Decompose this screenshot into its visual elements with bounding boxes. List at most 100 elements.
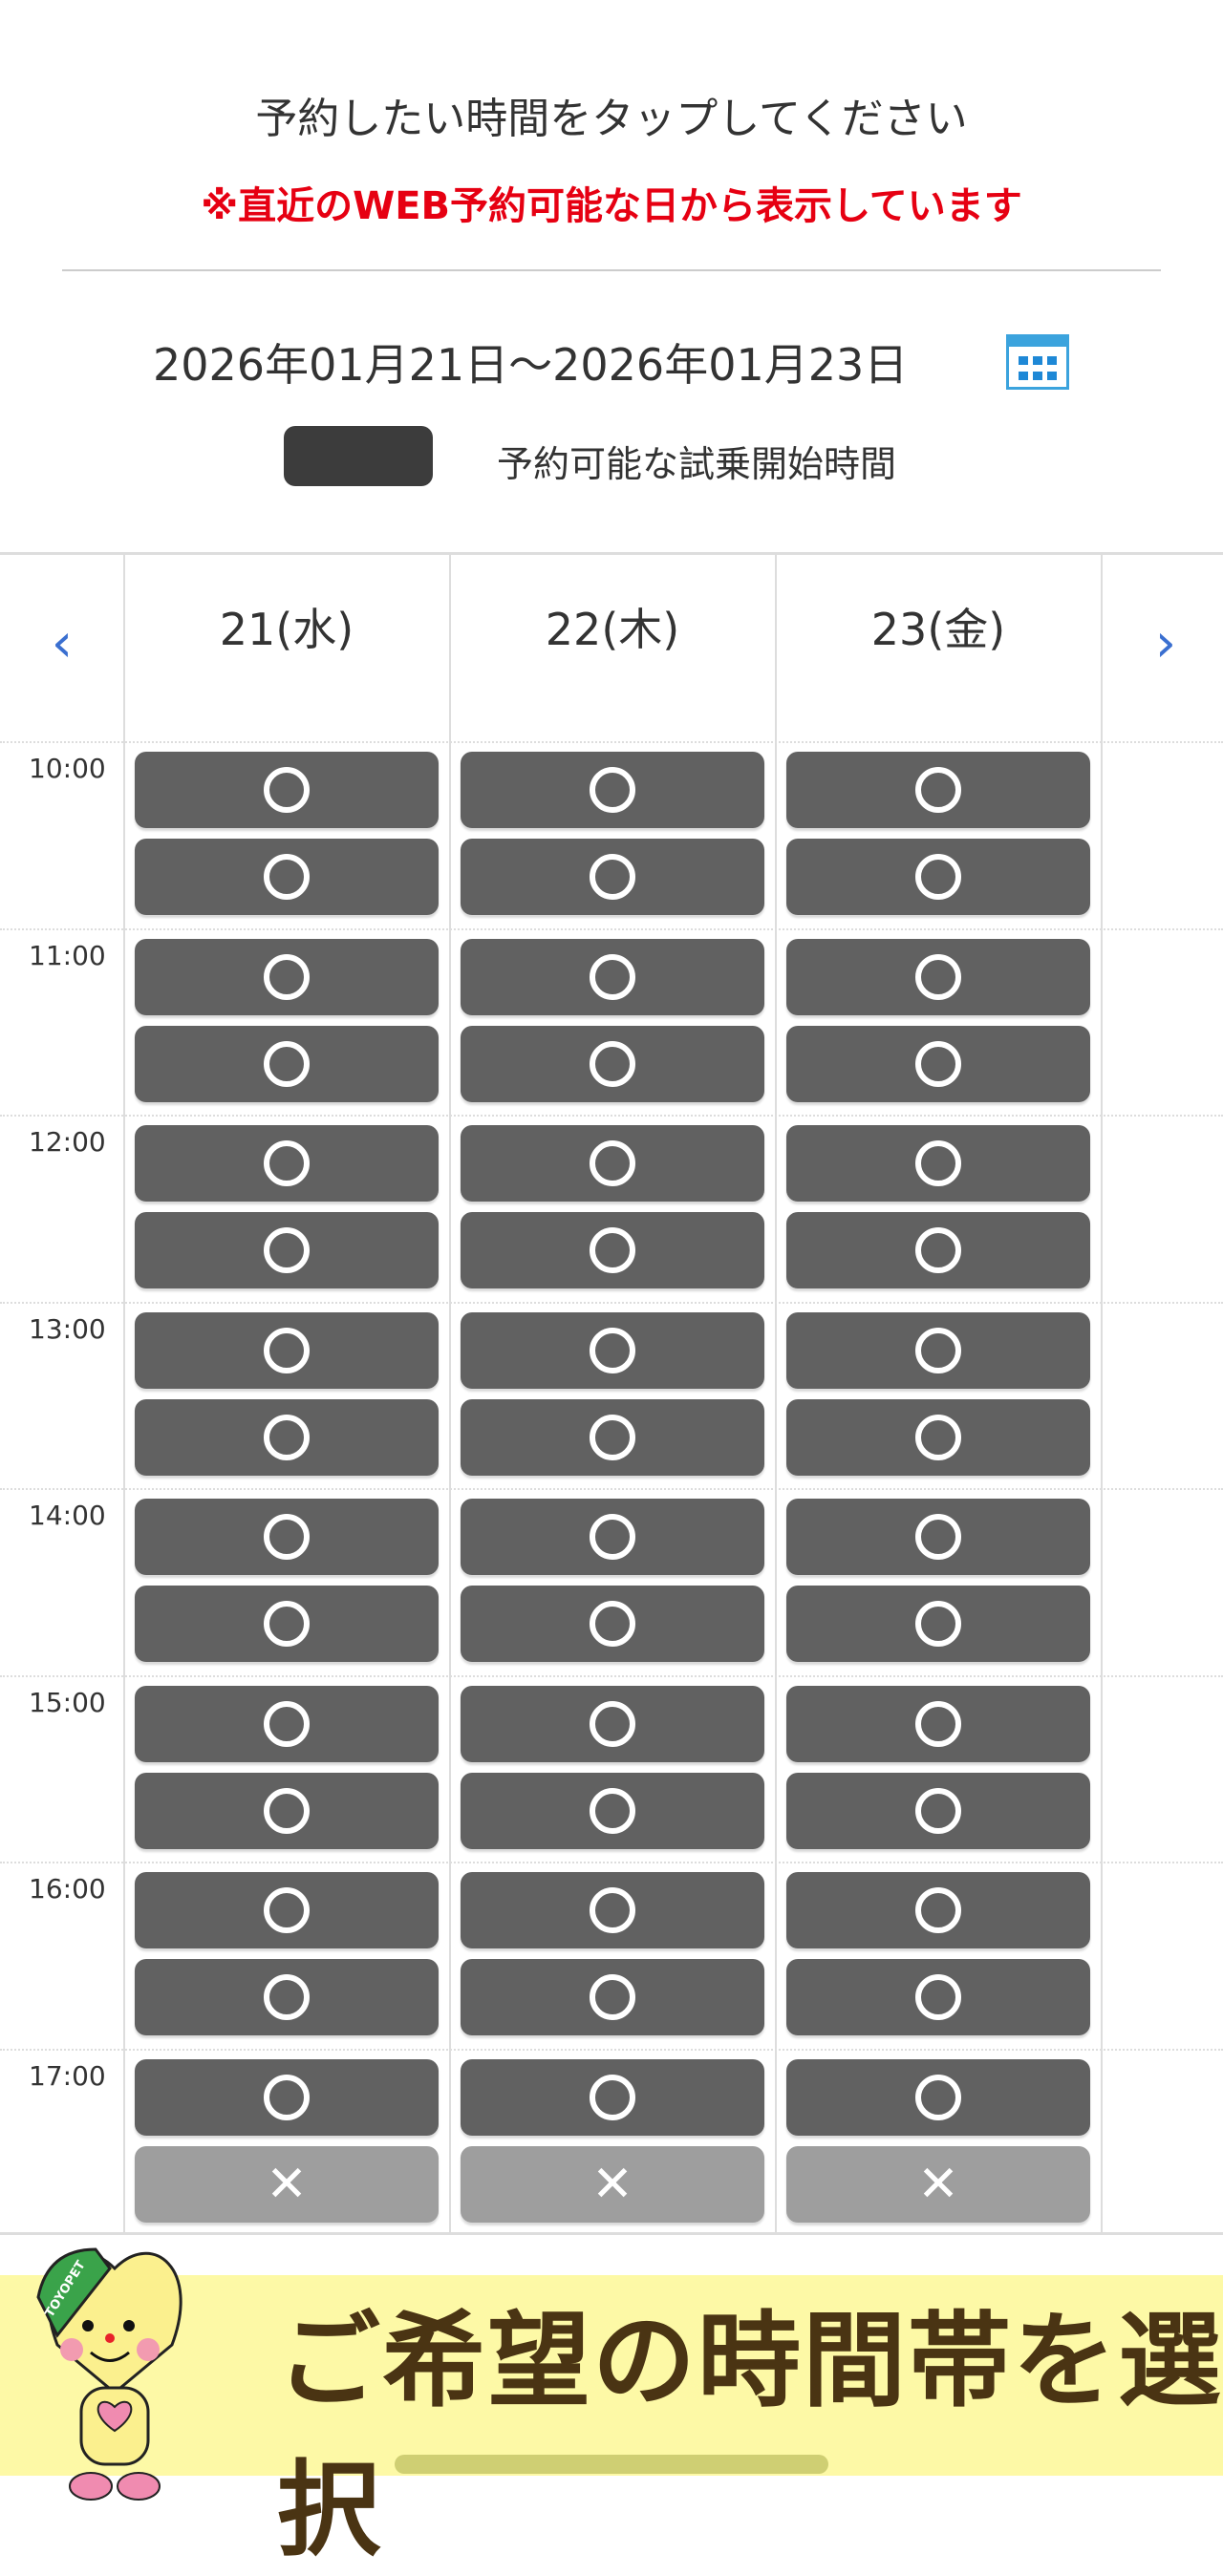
slot-available-button[interactable] <box>135 1311 439 1389</box>
circle-icon <box>590 1227 635 1273</box>
slot-available-button[interactable] <box>786 1212 1090 1288</box>
slot-available-button[interactable] <box>135 1212 439 1288</box>
cross-icon: ✕ <box>917 2155 959 2213</box>
row-divider <box>0 1674 1223 1677</box>
circle-icon <box>264 767 310 813</box>
circle-icon <box>915 1601 961 1647</box>
slot-available-button[interactable] <box>461 1772 764 1849</box>
slot-available-button[interactable] <box>461 2058 764 2136</box>
day-header: 22(木) <box>545 604 680 655</box>
slot-available-button[interactable] <box>461 938 764 1015</box>
slot-available-button[interactable] <box>461 1025 764 1102</box>
circle-icon <box>915 1514 961 1560</box>
circle-icon <box>590 1974 635 2020</box>
circle-icon <box>590 2074 635 2120</box>
slot-available-button[interactable] <box>786 1311 1090 1389</box>
slot-available-button[interactable] <box>786 752 1090 828</box>
home-indicator <box>395 2455 828 2474</box>
time-label: 14:00 <box>29 1500 106 1531</box>
circle-icon <box>915 2074 961 2120</box>
slot-available-button[interactable] <box>786 2058 1090 2136</box>
row-divider <box>0 1301 1223 1304</box>
slot-available-button[interactable] <box>461 1125 764 1202</box>
circle-icon <box>264 1887 310 1933</box>
circle-icon <box>915 1327 961 1373</box>
slot-available-button[interactable] <box>786 1685 1090 1762</box>
slot-available-button[interactable] <box>135 839 439 915</box>
slot-available-button[interactable] <box>135 1772 439 1849</box>
row-divider <box>0 741 1223 743</box>
slot-available-button[interactable] <box>135 1959 439 2035</box>
prev-week-button[interactable]: ‹ <box>51 612 74 674</box>
circle-icon <box>264 1414 310 1460</box>
slot-available-button[interactable] <box>786 1586 1090 1662</box>
slot-available-button[interactable] <box>786 1125 1090 1202</box>
slot-available-button[interactable] <box>461 1959 764 2035</box>
circle-icon <box>915 953 961 1000</box>
circle-icon <box>590 1414 635 1460</box>
slot-available-button[interactable] <box>461 1586 764 1662</box>
calendar-icon[interactable] <box>1006 334 1069 390</box>
divider <box>62 269 1161 271</box>
column-divider <box>1101 555 1103 2232</box>
slot-available-button[interactable] <box>786 1772 1090 1849</box>
slot-available-button[interactable] <box>135 1586 439 1662</box>
row-divider <box>0 2048 1223 2051</box>
circle-icon <box>590 1887 635 1933</box>
slot-available-button[interactable] <box>786 1959 1090 2035</box>
column-divider <box>775 555 777 2232</box>
circle-icon <box>590 953 635 1000</box>
row-divider <box>0 1862 1223 1863</box>
slot-available-button[interactable] <box>135 1398 439 1476</box>
legend-label: 予約可能な試乗開始時間 <box>497 443 897 485</box>
date-range: 2026年01月21日～2026年01月23日 <box>153 339 909 391</box>
circle-icon <box>915 1227 961 1273</box>
cross-icon: ✕ <box>266 2155 308 2213</box>
column-divider <box>449 555 451 2232</box>
circle-icon <box>264 2074 310 2120</box>
circle-icon <box>590 767 635 813</box>
page-title: 予約したい時間をタップしてください <box>255 95 968 143</box>
schedule-table: ‹ › 21(水) 22(木) 23(金) 10:00 11:00 12:00 13:… <box>0 552 1223 2235</box>
slot-available-button[interactable] <box>786 1499 1090 1575</box>
circle-icon <box>264 1700 310 1747</box>
circle-icon <box>915 1787 961 1834</box>
time-label: 15:00 <box>29 1686 106 1718</box>
slot-available-button[interactable] <box>135 1125 439 1202</box>
day-header: 23(金) <box>870 604 1006 655</box>
slot-available-button[interactable] <box>461 1685 764 1762</box>
slot-available-button[interactable] <box>786 938 1090 1015</box>
slot-available-button[interactable] <box>461 752 764 828</box>
slot-available-button[interactable] <box>461 1499 764 1575</box>
row-divider <box>0 1488 1223 1490</box>
circle-icon <box>915 1140 961 1186</box>
row-divider <box>0 927 1223 930</box>
slot-available-button[interactable] <box>786 839 1090 915</box>
time-label: 12:00 <box>29 1126 106 1158</box>
circle-icon <box>915 1414 961 1460</box>
promo-banner <box>0 2275 1223 2476</box>
slot-available-button[interactable] <box>786 1025 1090 1102</box>
slot-available-button[interactable] <box>135 1685 439 1762</box>
slot-available-button[interactable] <box>461 839 764 915</box>
slot-available-button[interactable] <box>786 1872 1090 1948</box>
time-label: 13:00 <box>29 1312 106 1345</box>
slot-available-button[interactable] <box>135 938 439 1015</box>
column-divider <box>123 555 125 2232</box>
slot-unavailable-button: ✕ <box>135 2145 439 2223</box>
slot-available-button[interactable] <box>786 1398 1090 1476</box>
circle-icon <box>590 1040 635 1087</box>
slot-available-button[interactable] <box>461 1311 764 1389</box>
slot-available-button[interactable] <box>135 1499 439 1575</box>
slot-available-button[interactable] <box>135 1872 439 1948</box>
slot-available-button[interactable] <box>135 2058 439 2136</box>
slot-available-button[interactable] <box>461 1212 764 1288</box>
circle-icon <box>590 1327 635 1373</box>
slot-available-button[interactable] <box>135 1025 439 1102</box>
next-week-button[interactable]: › <box>1154 612 1177 674</box>
slot-available-button[interactable] <box>461 1398 764 1476</box>
slot-available-button[interactable] <box>461 1872 764 1948</box>
circle-icon <box>590 1787 635 1834</box>
circle-icon <box>264 1787 310 1834</box>
slot-available-button[interactable] <box>135 752 439 828</box>
